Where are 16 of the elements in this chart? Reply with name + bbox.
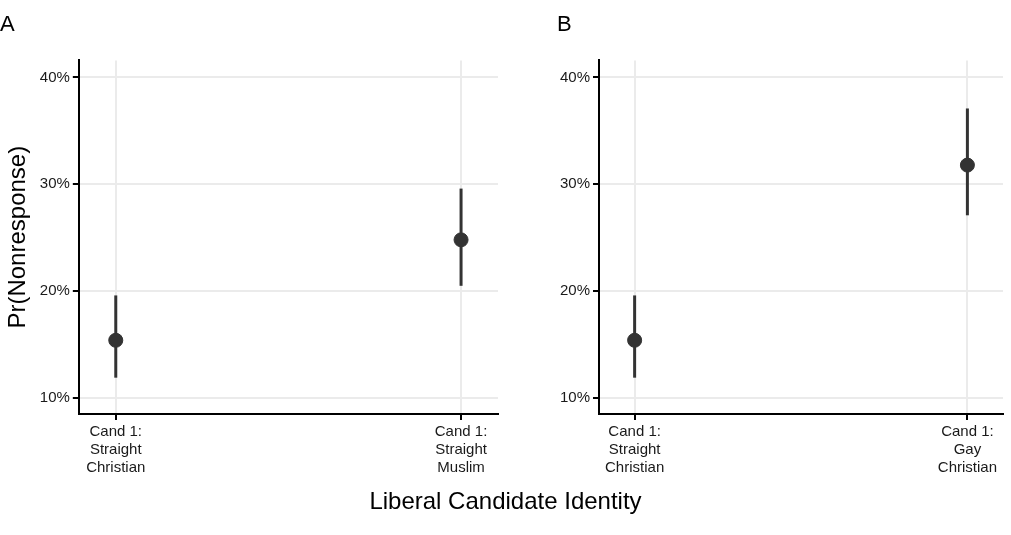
y-tick-label: 20% bbox=[559, 281, 591, 299]
x-tick-label: Cand 1: Straight Christian bbox=[86, 422, 146, 476]
y-tick-label: 30% bbox=[39, 174, 70, 192]
y-tick-label: 10% bbox=[39, 388, 70, 406]
y-tick-label: 30% bbox=[559, 174, 591, 192]
y-tick-label: 40% bbox=[39, 67, 70, 85]
y-axis-title: Pr(Nonresponse) bbox=[3, 145, 31, 329]
x-tick-label: Cand 1: Straight Christian bbox=[605, 422, 665, 476]
chart-title: B bbox=[557, 11, 572, 37]
x-tick-label: Cand 1: Gay Christian bbox=[937, 422, 997, 476]
y-tick-label: 40% bbox=[559, 67, 591, 85]
x-axis-title: Liberal Candidate Identity bbox=[368, 487, 643, 515]
x-tick-label: Cand 1: Straight Muslim bbox=[434, 422, 488, 476]
y-tick-label: 20% bbox=[39, 281, 70, 299]
chart-title: A bbox=[0, 11, 15, 37]
y-tick-label: 10% bbox=[559, 388, 591, 406]
